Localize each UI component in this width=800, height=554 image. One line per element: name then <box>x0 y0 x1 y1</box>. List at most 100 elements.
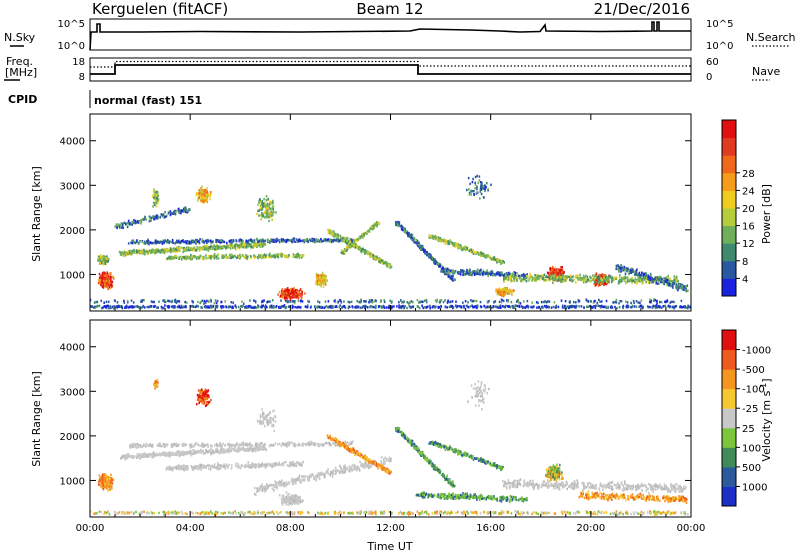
power-echo <box>241 240 244 243</box>
power-echo <box>317 274 319 277</box>
power-echo <box>513 289 515 292</box>
power-echo <box>293 301 296 305</box>
power-echo <box>425 298 428 302</box>
power-echo <box>358 246 361 249</box>
power-echo <box>360 300 362 303</box>
power-echo <box>262 213 264 216</box>
power-echo <box>450 304 453 308</box>
power-echo <box>97 258 100 261</box>
power-echo <box>198 256 200 259</box>
power-echo <box>370 252 373 255</box>
power-echo <box>598 298 600 302</box>
power-echo <box>228 246 231 249</box>
power-echo <box>635 300 638 303</box>
power-echo <box>122 222 124 225</box>
power-echo <box>96 305 98 308</box>
power-echo <box>261 204 264 208</box>
power-echo <box>308 238 311 241</box>
power-echo <box>462 301 464 304</box>
power-echo <box>230 301 233 304</box>
power-echo <box>360 251 363 254</box>
power-echo <box>259 254 262 257</box>
power-echo <box>372 305 374 308</box>
power-echo <box>380 259 383 262</box>
power-echo <box>487 274 489 278</box>
power-echo <box>452 274 454 278</box>
power-echo <box>265 206 267 209</box>
power-echo <box>301 239 304 242</box>
power-echo <box>347 240 350 244</box>
power-echo <box>479 190 482 193</box>
power-echo <box>346 236 349 240</box>
power-echo <box>452 279 454 282</box>
power-echo <box>522 273 525 276</box>
power-echo <box>261 306 264 309</box>
power-echo <box>299 300 302 303</box>
power-echo <box>408 233 411 236</box>
power-echo <box>231 305 234 308</box>
nsky-label: N.Sky <box>4 31 36 44</box>
power-echo <box>491 271 494 274</box>
power-echo <box>211 306 213 309</box>
power-echo <box>248 239 250 242</box>
power-echo <box>175 254 177 258</box>
power-echo <box>485 256 487 259</box>
power-echo <box>134 241 137 245</box>
power-echo <box>323 275 325 279</box>
power-echo <box>496 261 498 264</box>
power-echo <box>504 292 506 295</box>
power-echo <box>235 240 238 243</box>
power-echo <box>337 238 340 242</box>
power-echo <box>130 305 132 308</box>
power-echo <box>310 239 312 242</box>
power-echo <box>188 256 191 259</box>
power-echo <box>445 272 448 276</box>
power-echo <box>329 238 331 241</box>
power-echo <box>144 215 146 219</box>
power-echo <box>497 289 500 292</box>
power-echo <box>500 272 502 276</box>
power-echo <box>452 306 454 310</box>
power-echo <box>185 257 187 261</box>
power-echo <box>301 293 304 296</box>
power-echo <box>294 240 297 244</box>
power-echo <box>284 240 287 243</box>
power-echo <box>249 239 251 242</box>
power-echo <box>216 304 219 308</box>
power-echo <box>245 305 247 308</box>
power-echo <box>530 305 532 309</box>
power-echo <box>593 305 595 308</box>
freq-top-tick: 18 <box>72 57 85 68</box>
power-echo <box>208 246 210 249</box>
power-echo <box>246 306 248 309</box>
power-echo <box>476 268 479 271</box>
power-echo <box>507 305 509 308</box>
power-echo <box>196 246 199 249</box>
power-echo <box>213 253 216 256</box>
power-echo <box>431 235 434 238</box>
power-echo <box>105 273 107 276</box>
power-echo <box>143 299 145 302</box>
power-echo <box>130 249 133 253</box>
power-echo <box>334 239 336 242</box>
power-echo <box>363 234 365 237</box>
power-echo <box>140 219 142 222</box>
power-echo <box>448 242 450 246</box>
power-echo <box>104 274 107 278</box>
power-echo <box>238 255 240 258</box>
power-echo <box>129 223 131 226</box>
power-echo <box>99 261 102 264</box>
power-echo <box>424 250 427 254</box>
power-echo <box>106 276 108 280</box>
power-echo <box>194 240 196 244</box>
power-echo <box>378 221 381 225</box>
power-echo <box>486 182 488 185</box>
power-echo <box>445 271 448 274</box>
power-echo <box>510 292 513 295</box>
power-echo <box>256 245 258 248</box>
power-echo <box>439 237 441 241</box>
power-echo <box>448 275 451 279</box>
power-echo <box>417 244 419 248</box>
power-echo <box>481 186 483 189</box>
power-echo <box>116 306 119 309</box>
